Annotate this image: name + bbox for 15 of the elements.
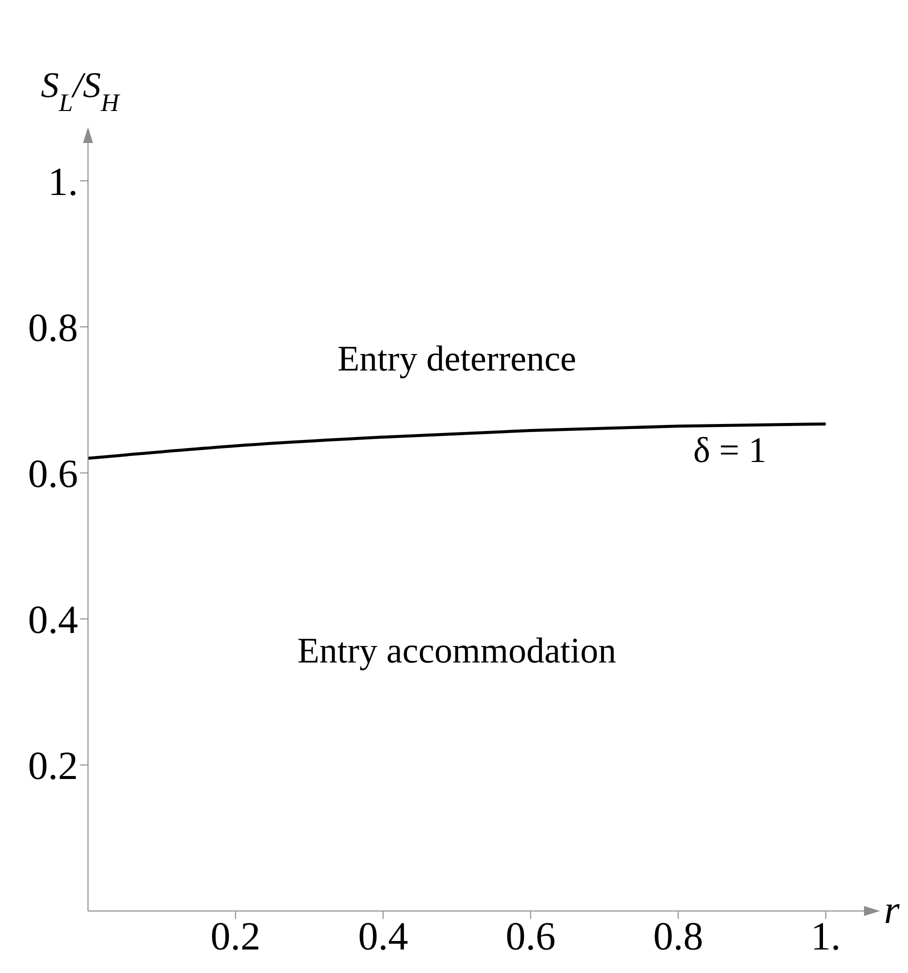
annotation: Entry deterrence: [337, 338, 576, 379]
annotation: δ = 1: [693, 430, 766, 470]
annotation: Entry accommodation: [297, 630, 616, 671]
y-tick-label: 0.8: [28, 305, 78, 350]
x-tick-label: 1.: [810, 913, 841, 958]
x-tick-label: 0.8: [653, 913, 704, 958]
x-tick-label: 0.4: [358, 913, 408, 958]
y-tick-label: 0.4: [28, 597, 78, 642]
x-axis-title: r: [884, 887, 900, 932]
y-axis-title: S$_{L}$/S$_{H}$: [40, 65, 121, 116]
y-tick-label: 0.2: [28, 743, 78, 788]
x-tick-label: 0.6: [506, 913, 556, 958]
y-tick-label: 1.: [48, 159, 78, 204]
y-tick-label: 0.6: [28, 451, 78, 496]
x-tick-label: 0.2: [210, 913, 261, 958]
